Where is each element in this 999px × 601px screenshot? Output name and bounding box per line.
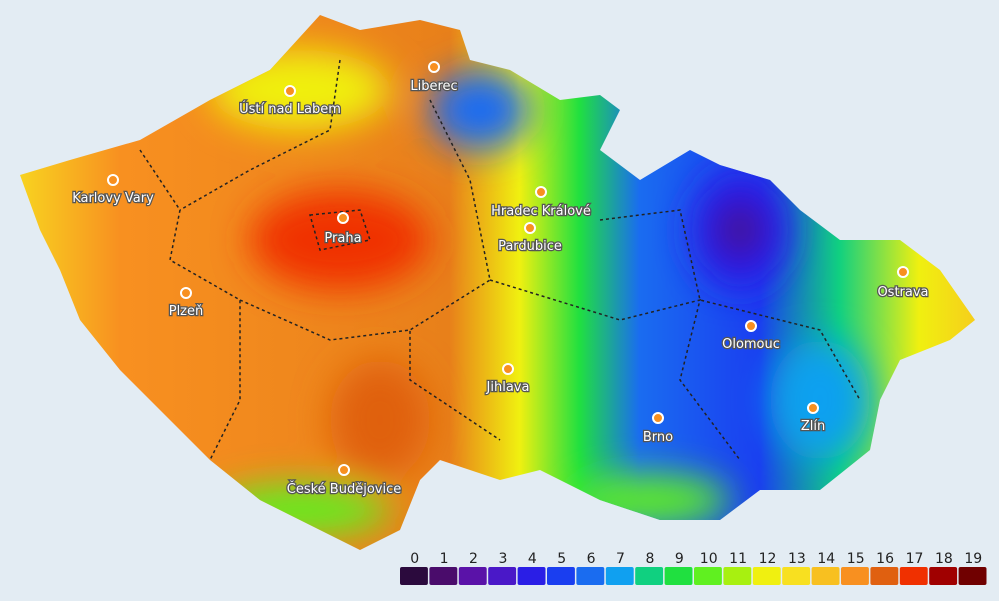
legend-label: 17 [906,551,924,567]
city-dot [284,85,296,97]
legend-swatch [488,567,517,585]
legend-swatch [576,567,605,585]
city-label: Pardubice [498,239,562,254]
cities: Liberec Ústí nad Labem Karlovy Vary Praha Hr… [71,61,930,498]
legend-label: 9 [675,551,684,567]
legend-label: 19 [964,551,982,567]
city-dot [652,412,664,424]
city-label: Liberec [410,79,457,94]
legend-label: 0 [410,551,419,567]
city-label: Zlín [801,419,825,434]
city-label: Olomouc [722,337,780,352]
legend-label: 6 [587,551,596,567]
city-label: Jihlava [486,380,530,395]
city-dot [180,287,192,299]
legend-label: 7 [616,551,625,567]
legend-swatch [635,567,664,585]
legend-swatch [723,567,752,585]
legend-swatch [870,567,899,585]
legend-label: 11 [729,551,747,567]
city-label: Ústí nad Labem [239,101,341,117]
legend-label: 18 [935,551,953,567]
legend-swatch [752,567,781,585]
legend-label: 10 [700,551,718,567]
city-dot [428,61,440,73]
city-dot [535,186,547,198]
legend-swatch [429,567,458,585]
legend-swatch [605,567,634,585]
city-label: Karlovy Vary [72,191,154,206]
city-dot [502,363,514,375]
legend: 0 1 2 3 4 5 6 7 8 9 10 11 12 13 14 15 16 17 18 19 [400,551,987,585]
legend-label: 1 [440,551,449,567]
city-label: Brno [643,430,673,445]
city-label: Plzeň [169,304,204,319]
city-label: Hradec Králové [491,204,591,219]
region-borders [139,59,861,461]
legend-label: 2 [469,551,478,567]
legend-label: 8 [645,551,654,567]
city-dot [745,320,757,332]
legend-label: 14 [817,551,835,567]
legend-swatch [929,567,958,585]
legend-label: 5 [557,551,566,567]
legend-swatch [458,567,487,585]
legend-swatch [899,567,928,585]
city-dot [338,464,350,476]
city-label: Ostrava [877,285,928,300]
legend-label: 4 [528,551,537,567]
legend-swatch [547,567,575,585]
city-dot [337,212,349,224]
legend-swatch [782,567,811,585]
legend-swatch [841,567,869,585]
city-dot [897,266,909,278]
legend-label: 16 [876,551,894,567]
legend-label: 3 [498,551,507,567]
city-dot [524,222,536,234]
legend-swatch [664,567,693,585]
city-dot [807,402,819,414]
city-label: České Budějovice [287,481,401,497]
legend-swatch [958,567,987,585]
legend-swatch [811,567,840,585]
legend-swatch [400,567,428,585]
legend-swatch [517,567,546,585]
city-label: Praha [324,231,361,246]
legend-label: 15 [847,551,865,567]
city-dot [107,174,119,186]
legend-label: 12 [759,551,777,567]
legend-swatch [694,567,722,585]
legend-label: 13 [788,551,806,567]
